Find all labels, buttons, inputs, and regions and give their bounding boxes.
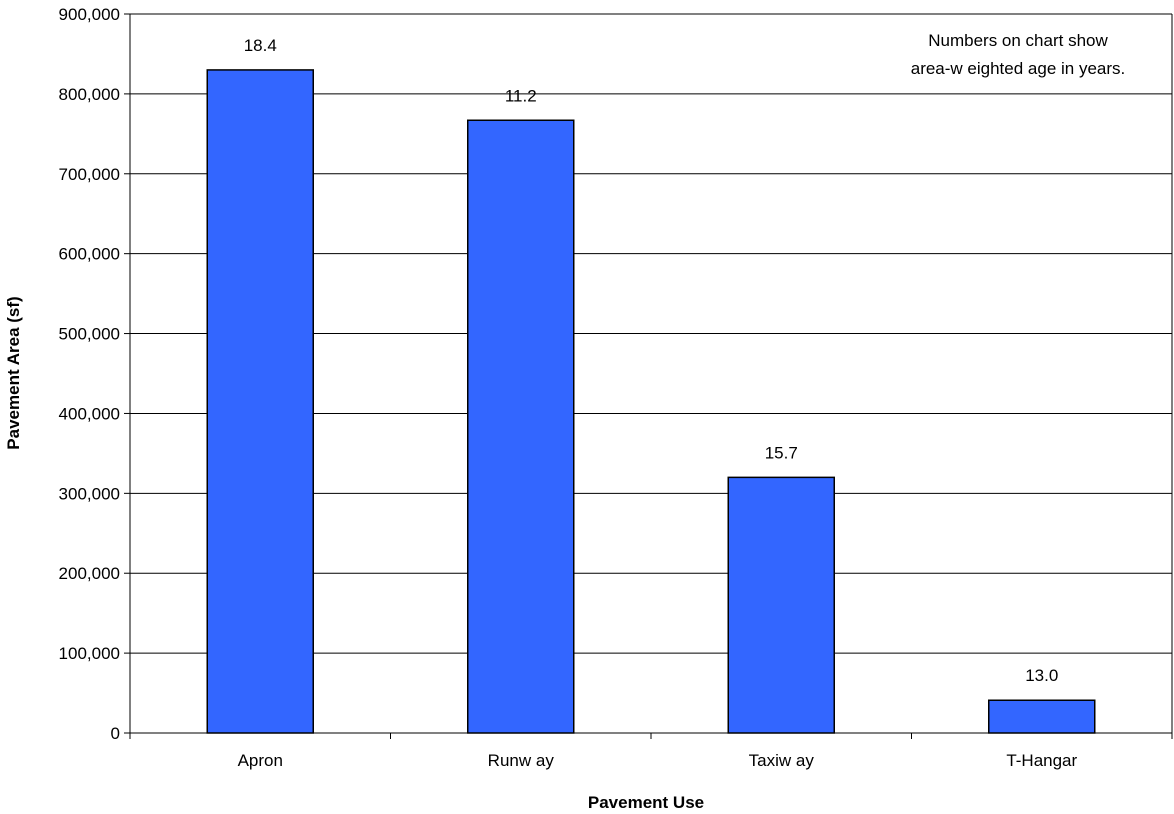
x-category-label: T-Hangar xyxy=(1006,751,1077,770)
bar xyxy=(206,69,314,734)
bar xyxy=(727,476,835,734)
y-tick-label: 400,000 xyxy=(59,404,120,423)
y-tick-label: 100,000 xyxy=(59,644,120,663)
data-label: 13.0 xyxy=(1025,666,1058,685)
y-tick-labels: 0 100,000 200,000 300,000 400,000 500,000 600,… xyxy=(59,5,120,743)
annotation-line-1: Numbers on chart show xyxy=(928,31,1108,50)
x-category-label: Runw ay xyxy=(488,751,555,770)
y-tick-label: 900,000 xyxy=(59,5,120,24)
data-label: 15.7 xyxy=(765,443,798,462)
y-tick-label: 600,000 xyxy=(59,245,120,264)
bars xyxy=(206,69,1096,734)
y-tick-label: 300,000 xyxy=(59,484,120,503)
data-labels: 18.4 11.2 15.7 13.0 xyxy=(244,36,1059,685)
bar xyxy=(467,119,575,734)
x-category-label: Taxiw ay xyxy=(749,751,815,770)
y-tick-label: 500,000 xyxy=(59,325,120,344)
y-axis-title: Pavement Area (sf) xyxy=(4,296,23,449)
annotation-line-2: area-w eighted age in years. xyxy=(911,59,1126,78)
x-axis-title: Pavement Use xyxy=(588,793,704,812)
axes xyxy=(124,13,1173,739)
y-tick-label: 0 xyxy=(111,724,120,743)
bar xyxy=(988,699,1096,734)
data-label: 11.2 xyxy=(505,86,537,105)
y-tick-label: 700,000 xyxy=(59,165,120,184)
y-tick-label: 800,000 xyxy=(59,85,120,104)
x-category-labels: Apron Runw ay Taxiw ay T-Hangar xyxy=(238,751,1078,770)
data-label: 18.4 xyxy=(244,36,277,55)
x-category-label: Apron xyxy=(238,751,283,770)
y-tick-label: 200,000 xyxy=(59,564,120,583)
